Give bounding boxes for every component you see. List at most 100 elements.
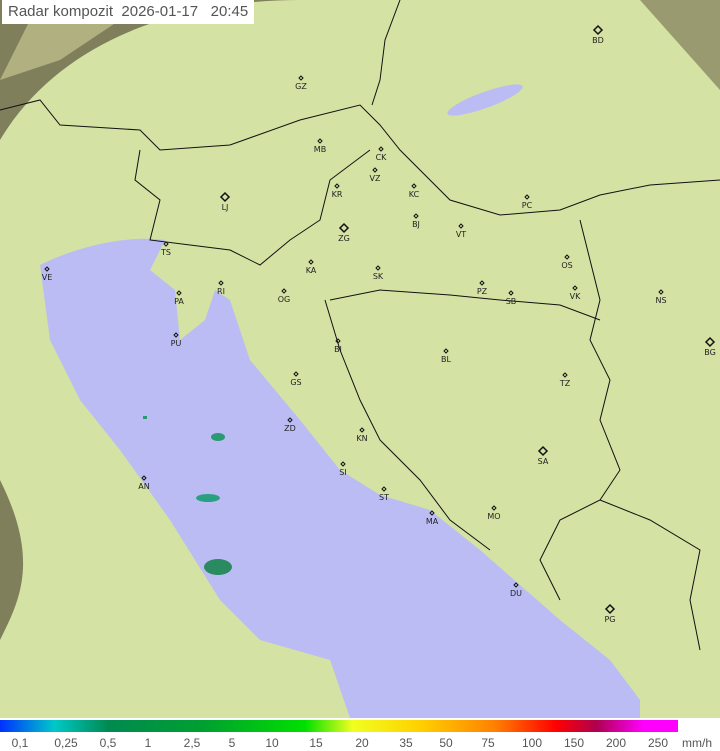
city-label: VZ <box>370 174 381 183</box>
city-marker <box>176 290 182 296</box>
city-label: VE <box>42 273 53 282</box>
legend-unit: mm/h <box>682 736 712 750</box>
legend-tick: 0,1 <box>11 736 29 750</box>
legend-tick: 150 <box>563 736 585 750</box>
city-label: LJ <box>222 203 229 212</box>
city-marker <box>491 505 497 511</box>
city-label: BD <box>592 36 604 45</box>
title-label: Radar kompozit <box>8 3 114 20</box>
city-label: SA <box>538 457 549 466</box>
city-marker <box>44 266 50 272</box>
city-label: GS <box>290 378 301 387</box>
city-label: MB <box>314 145 326 154</box>
city-marker <box>298 75 304 81</box>
city-marker <box>513 582 519 588</box>
city-label: KR <box>332 190 343 199</box>
city-marker <box>340 461 346 467</box>
city-marker <box>443 348 449 354</box>
city-marker <box>562 372 568 378</box>
city-label: RI <box>217 287 225 296</box>
city-label: SB <box>506 297 517 306</box>
legend-tick: 0,5 <box>99 736 117 750</box>
legend-tick: 250 <box>647 736 669 750</box>
city-label: DU <box>510 589 522 598</box>
legend-tick: 10 <box>265 736 279 750</box>
city-marker <box>308 259 314 265</box>
country-borders <box>0 0 720 651</box>
legend-tick: 75 <box>481 736 495 750</box>
city-marker <box>317 138 323 144</box>
legend-tick: 35 <box>399 736 413 750</box>
city-label: VK <box>570 292 581 301</box>
city-marker <box>524 194 530 200</box>
city-label: AN <box>138 482 149 491</box>
city-label: MA <box>426 517 439 526</box>
city-marker <box>704 336 716 348</box>
city-marker <box>219 191 231 203</box>
adriatic-sea <box>40 238 640 718</box>
legend-tick: 20 <box>355 736 369 750</box>
city-label: SK <box>373 272 384 281</box>
city-label: PG <box>604 615 615 624</box>
city-label: PC <box>522 201 533 210</box>
city-label: BI <box>334 345 342 354</box>
city-marker <box>429 510 435 516</box>
city-markers: GZ BD MB CK VZ KR KC PC LJ ZG BJ VT TS VE RI KA SK OS PA OG… <box>42 24 716 624</box>
coverage-area <box>0 0 720 718</box>
city-label: VT <box>456 230 466 239</box>
title-box: Radar kompozit 2026-01-17 20:45 <box>2 0 255 24</box>
city-marker <box>359 427 365 433</box>
lake-balaton <box>447 84 523 116</box>
legend-tick: 2,5 <box>183 736 201 750</box>
city-label: CK <box>376 153 388 162</box>
city-marker <box>141 475 147 481</box>
city-marker <box>335 338 341 344</box>
city-marker <box>537 445 549 457</box>
city-marker <box>334 183 340 189</box>
city-marker <box>163 241 169 247</box>
city-label: KC <box>409 190 420 199</box>
city-marker <box>281 288 287 294</box>
city-label: TZ <box>559 379 571 388</box>
city-label: BL <box>441 355 451 364</box>
city-label: MO <box>487 512 500 521</box>
city-marker <box>458 223 464 229</box>
legend-tick: 100 <box>521 736 543 750</box>
city-label: NS <box>655 296 666 305</box>
city-marker <box>508 290 514 296</box>
city-label: KA <box>306 266 317 275</box>
city-label: ZG <box>338 234 350 243</box>
city-marker <box>564 254 570 260</box>
legend-color-bar <box>0 720 678 732</box>
city-marker <box>293 371 299 377</box>
city-marker <box>372 167 378 173</box>
city-label: BG <box>704 348 716 357</box>
city-marker <box>479 280 485 286</box>
legend-tick: 5 <box>228 736 236 750</box>
city-marker <box>604 603 616 615</box>
city-marker <box>381 486 387 492</box>
city-marker <box>411 183 417 189</box>
legend-tick: 200 <box>605 736 627 750</box>
city-marker <box>658 289 664 295</box>
city-label: TS <box>160 248 171 257</box>
city-label: OS <box>561 261 572 270</box>
city-label: PU <box>171 339 182 348</box>
city-marker <box>218 280 224 286</box>
legend-tick: 15 <box>309 736 323 750</box>
city-label: SI <box>339 468 346 477</box>
city-label: PZ <box>477 287 488 296</box>
city-marker <box>592 24 604 36</box>
legend-tick: 50 <box>439 736 453 750</box>
city-marker <box>338 222 350 234</box>
city-marker <box>413 213 419 219</box>
city-marker <box>173 332 179 338</box>
city-label: GZ <box>295 82 307 91</box>
legend-tick: 1 <box>144 736 152 750</box>
title-date: 2026-01-17 <box>121 3 199 20</box>
city-marker <box>378 146 384 152</box>
city-label: ST <box>379 493 389 502</box>
city-label: PA <box>174 297 184 306</box>
precipitation-legend: 0,1 0,25 0,5 1 2,5 5 10 15 20 35 50 75 100 150 200 250 m… <box>0 718 720 751</box>
